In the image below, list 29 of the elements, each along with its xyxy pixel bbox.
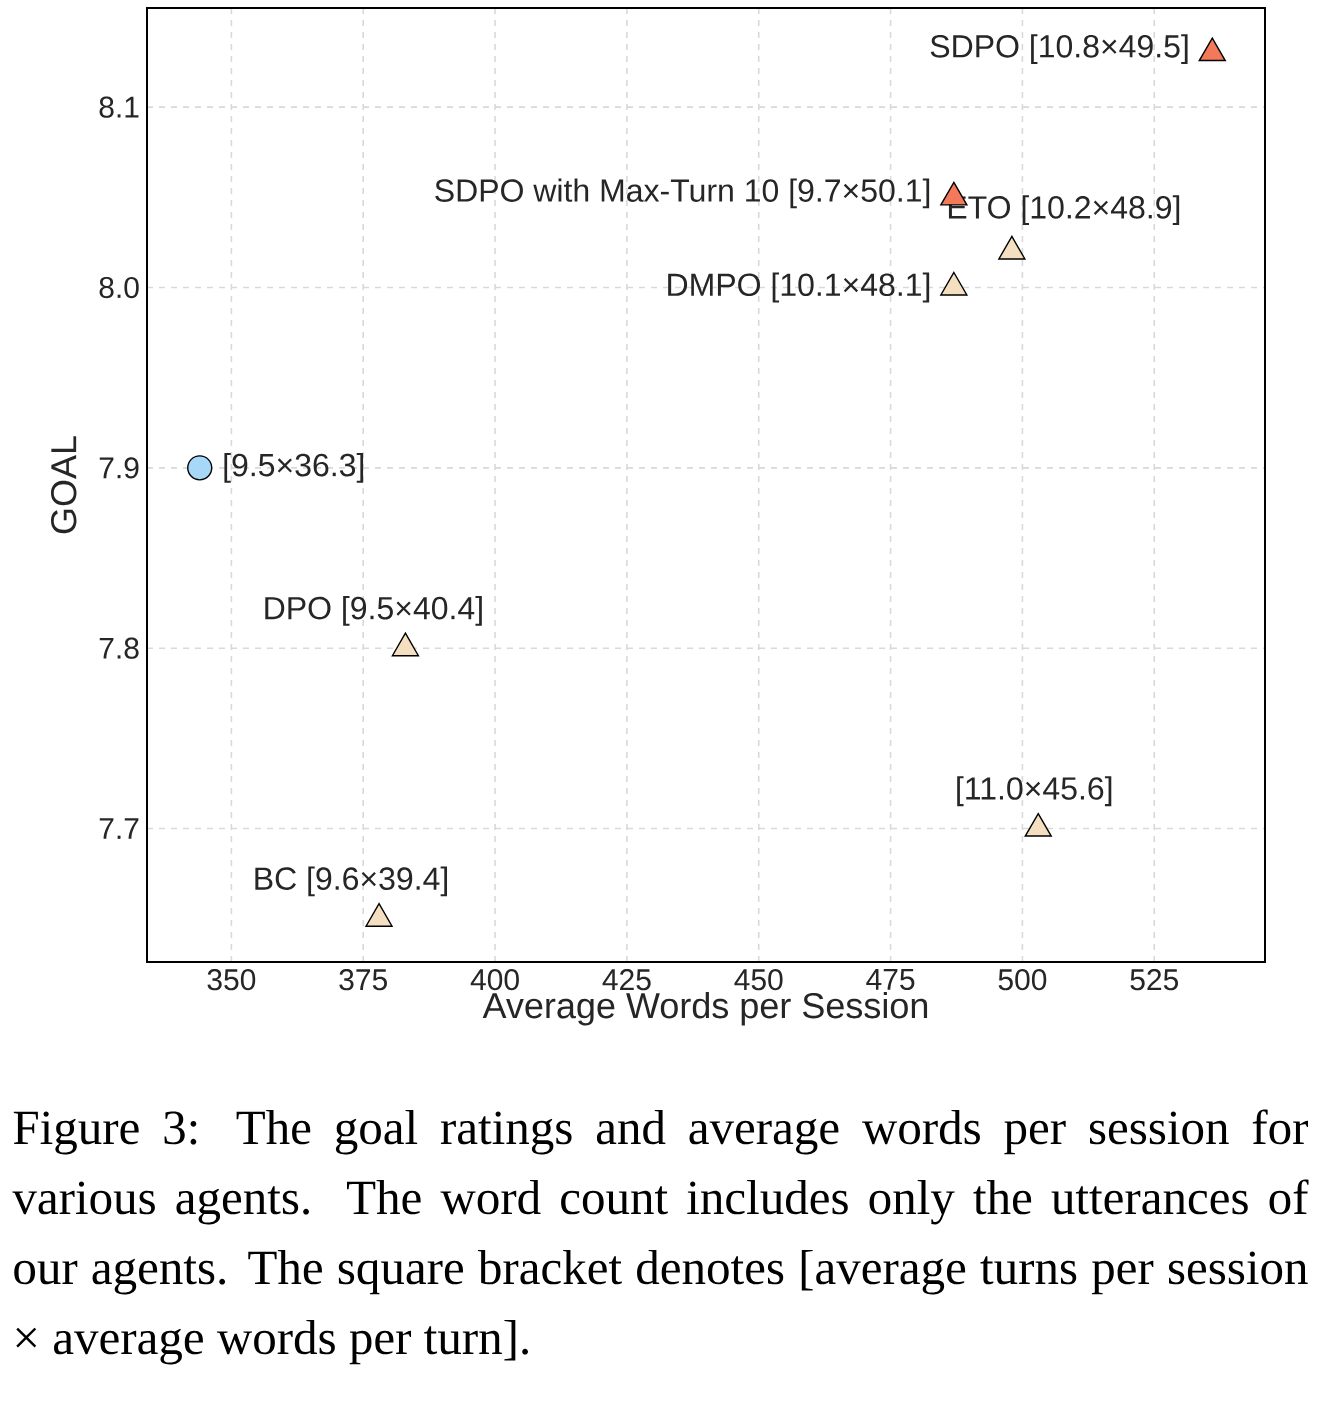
annotation: DPO [9.5×40.4] — [265, 595, 482, 626]
annotation: SDPO with Max-Turn 10 [9.7×50.1] — [435, 178, 930, 209]
x-axis-title: Average Words per Session — [482, 992, 928, 1026]
x-tick-label: 500 — [998, 969, 1047, 991]
annotation: SDPO [10.8×49.5] — [930, 34, 1188, 64]
annotation: [11.0×45.6] — [957, 776, 1112, 807]
point — [1024, 812, 1052, 837]
y-tick-label: 7.7 — [99, 818, 139, 839]
x-tick-label: 450 — [734, 969, 783, 991]
y-tick-label: 7.9 — [99, 457, 139, 479]
x-tick-label: 525 — [1130, 969, 1179, 991]
x-tick-label: 400 — [470, 969, 519, 991]
y-tick-label: 8.0 — [99, 276, 139, 299]
point — [1198, 37, 1226, 62]
y-axis-title: GOAL — [50, 436, 77, 534]
x-tick-label: 475 — [866, 969, 915, 990]
annotation: BC [9.6×39.4] — [255, 866, 448, 897]
x-tick-label: 375 — [339, 969, 387, 991]
caption: Figure 3: The goal ratings and average words per session for various agents. The word count includes only the utterances of our agents. The square bracket denotes [average turns per session × average words per turn]. — [12, 1109, 1309, 1365]
y-tick-label: 7.8 — [99, 637, 139, 659]
point — [365, 903, 393, 927]
point — [940, 271, 968, 296]
annotation: [9.5×36.3] — [224, 452, 364, 483]
point — [391, 632, 420, 657]
annotation: DMPO [10.1×48.1] — [668, 272, 930, 303]
y-tick-label: 8.1 — [99, 96, 139, 118]
point — [998, 235, 1026, 260]
x-tick-label: 350 — [207, 969, 256, 991]
x-tick-label: 425 — [602, 969, 651, 991]
